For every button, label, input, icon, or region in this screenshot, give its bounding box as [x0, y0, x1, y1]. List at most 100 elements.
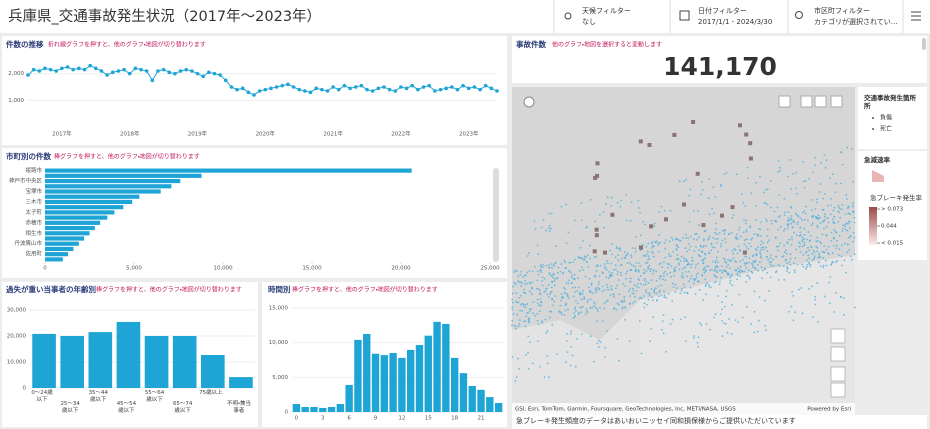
point	[757, 319, 760, 322]
map-tool[interactable]	[778, 95, 791, 108]
point	[728, 233, 731, 235]
map-control[interactable]	[830, 328, 846, 344]
point	[663, 242, 666, 244]
point	[759, 253, 762, 256]
map-tool[interactable]	[800, 95, 813, 108]
point	[751, 237, 754, 239]
filter-label: 市区町フィルター	[814, 6, 870, 15]
point	[649, 340, 651, 343]
map-tool[interactable]	[814, 95, 827, 108]
point	[297, 87, 302, 92]
point	[673, 270, 676, 273]
scrollbar[interactable]	[493, 168, 499, 262]
point	[723, 270, 726, 273]
point	[710, 243, 713, 246]
point	[724, 238, 726, 240]
point	[766, 234, 769, 237]
point	[777, 160, 780, 162]
point	[528, 308, 531, 310]
point	[537, 288, 540, 290]
point	[682, 276, 685, 279]
point	[670, 236, 673, 239]
point	[689, 286, 692, 289]
point	[762, 241, 765, 244]
point	[809, 234, 812, 237]
point	[847, 237, 850, 239]
x-tick-label: 55～64歳以下	[144, 390, 165, 403]
map[interactable]: GSI, Esri, TomTom, Garmin, Foursquare, G…	[511, 87, 856, 415]
point	[712, 260, 714, 263]
point	[536, 298, 539, 301]
point	[571, 286, 574, 289]
bar	[45, 168, 412, 173]
point	[823, 227, 825, 230]
date-filter[interactable]: 日付フィルター 2017/1/1 - 2024/3/30	[679, 6, 772, 26]
point	[737, 245, 740, 248]
point	[640, 249, 642, 252]
point	[808, 263, 810, 265]
point	[697, 210, 700, 213]
map-control[interactable]	[830, 382, 846, 398]
point	[826, 217, 829, 220]
point	[679, 260, 682, 262]
point	[545, 264, 548, 267]
point	[688, 270, 690, 273]
point	[746, 166, 749, 169]
point	[668, 263, 670, 266]
point	[661, 320, 664, 322]
point	[331, 85, 335, 89]
point	[524, 325, 527, 328]
point	[651, 247, 654, 249]
y-tick-label: 2,000	[8, 71, 24, 77]
point	[747, 248, 749, 250]
legend-section: 急減速率	[864, 155, 891, 164]
point	[744, 264, 747, 266]
point	[668, 240, 671, 243]
city-filter[interactable]: 市区町フィルター カテゴリが選択されてい…	[795, 6, 898, 26]
point	[764, 268, 766, 271]
point	[692, 210, 695, 212]
point	[688, 220, 691, 223]
point	[359, 83, 364, 88]
map-control[interactable]	[830, 346, 846, 362]
point	[715, 280, 717, 283]
point	[625, 219, 628, 222]
point	[686, 260, 688, 263]
scrollbar[interactable]	[922, 38, 926, 50]
point	[583, 259, 585, 261]
x-tick-label: 0	[295, 416, 299, 422]
point	[769, 263, 772, 266]
point	[548, 227, 550, 229]
point	[547, 283, 550, 286]
point	[512, 285, 514, 288]
point	[538, 293, 541, 295]
map-tool[interactable]	[523, 96, 535, 108]
point	[684, 233, 687, 236]
point	[760, 240, 763, 242]
weather-filter[interactable]: 天候フィルター なし	[564, 6, 631, 26]
point	[825, 159, 828, 162]
point	[704, 269, 707, 272]
point	[810, 224, 813, 227]
point	[662, 332, 665, 335]
point	[571, 354, 574, 357]
point	[595, 291, 598, 293]
point	[834, 191, 837, 194]
point	[536, 279, 539, 282]
point	[715, 256, 718, 259]
point	[716, 250, 719, 253]
point	[572, 261, 575, 263]
point	[653, 222, 656, 225]
point	[663, 296, 666, 299]
point	[723, 229, 726, 232]
point	[817, 256, 820, 259]
point	[599, 341, 602, 343]
menu-button[interactable]	[911, 11, 921, 21]
map-tool[interactable]	[830, 95, 843, 108]
point	[609, 294, 612, 296]
point	[654, 287, 657, 290]
point	[639, 234, 642, 237]
point	[767, 228, 769, 231]
point	[739, 260, 742, 263]
map-control[interactable]	[830, 366, 846, 382]
